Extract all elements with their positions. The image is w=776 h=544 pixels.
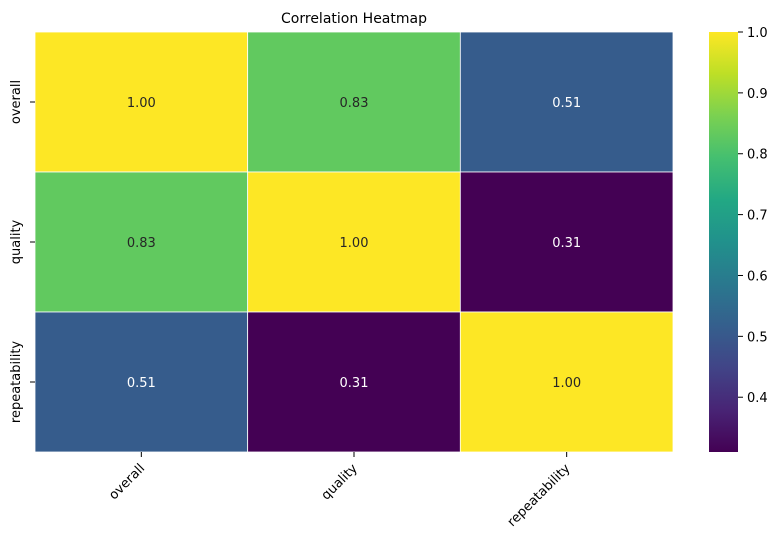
x-tick-label: repeatability (505, 461, 574, 530)
y-tick-label: overall (9, 80, 24, 124)
x-tick-label: overall (106, 461, 148, 503)
chart-title: Correlation Heatmap (281, 11, 427, 27)
heatmap-cell (459, 171, 674, 313)
heatmap-cell (247, 311, 461, 453)
cell-value-label: 0.51 (552, 96, 581, 111)
colorbar-tick-label: 0.4 (747, 391, 768, 406)
heatmap-cells (34, 31, 674, 453)
heatmap-cell (459, 31, 674, 173)
cell-value-label: 0.83 (340, 96, 369, 111)
cell-value-label: 1.00 (127, 96, 156, 111)
x-tick-label: quality (319, 461, 361, 503)
colorbar-tick-label: 0.9 (747, 87, 768, 102)
cell-value-label: 1.00 (552, 376, 581, 391)
heatmap-cell-labels: 1.00 0.83 0.51 0.83 1.00 0.31 0.51 0.31 1.00 (127, 96, 581, 391)
heatmap-cell (34, 311, 249, 453)
colorbar-tick-label: 1.0 (747, 26, 768, 41)
colorbar-tick-label: 0.5 (747, 330, 768, 345)
colorbar-tick-label: 0.7 (747, 209, 768, 224)
cell-value-label: 0.31 (552, 236, 581, 251)
heatmap-cell (247, 171, 461, 313)
colorbar: 0.4 0.5 0.6 0.7 0.8 0.9 1.0 (709, 26, 768, 452)
colorbar-gradient (709, 32, 738, 452)
colorbar-tick-label: 0.6 (747, 269, 768, 284)
y-tick-label: repeatability (9, 341, 24, 424)
colorbar-tick-label: 0.8 (747, 148, 768, 163)
cell-value-label: 1.00 (340, 236, 369, 251)
cell-value-label: 0.51 (127, 376, 156, 391)
cell-value-label: 0.83 (127, 236, 156, 251)
heatmap-cell (34, 171, 249, 313)
cell-value-label: 0.31 (340, 376, 369, 391)
y-axis: overall quality repeatability (9, 80, 35, 423)
heatmap-cell (34, 31, 249, 173)
heatmap-cell (247, 31, 461, 173)
y-tick-label: quality (9, 219, 24, 264)
x-axis: overall quality repeatability (106, 452, 574, 530)
